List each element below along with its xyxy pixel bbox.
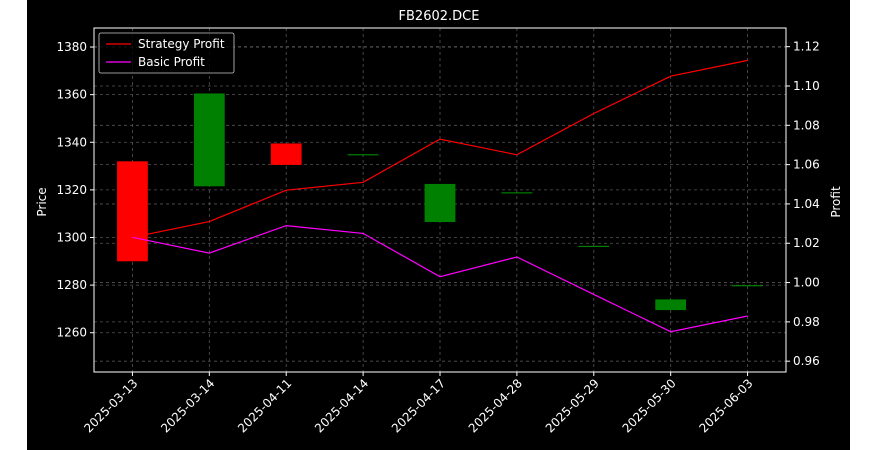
x-tick-label: 2025-05-30 (620, 376, 679, 435)
x-tick-label: 2025-04-17 (389, 376, 448, 435)
y-right-tick-label: 1.08 (793, 118, 820, 132)
x-tick-label: 2025-03-13 (81, 376, 140, 435)
x-axis: 2025-03-13 2025-03-14 2025-04-11 2025-04-14… (81, 372, 756, 435)
candle-2025-04-28 (501, 192, 533, 194)
y-axis-left: 1260 1280 1300 1320 1340 1360 1380 (56, 40, 94, 340)
y-right-tick-label: 1.04 (793, 197, 820, 211)
series-line-strategy-profit (132, 59, 748, 238)
y-left-tick-label: 1260 (56, 326, 87, 340)
y-right-tick-label: 0.98 (793, 315, 820, 329)
candle-2025-04-14 (347, 154, 379, 156)
x-tick-label: 2025-04-11 (235, 376, 294, 435)
candles (117, 93, 763, 311)
candle-2025-03-14 (193, 93, 225, 187)
chart-svg: FB2602.DCE Price Profit 1260 1280 1300 1320… (35, 9, 843, 435)
y-left-tick-label: 1360 (56, 88, 87, 102)
chart-figure: FB2602.DCE Price Profit 1260 1280 1300 1320… (27, 0, 850, 450)
y-left-tick-label: 1380 (56, 40, 87, 54)
y-left-tick-label: 1320 (56, 183, 87, 197)
candle-2025-05-30 (655, 299, 687, 311)
chart-title: FB2602.DCE (399, 9, 480, 24)
y-axis-right: 0.96 0.98 1.00 1.02 1.04 1.06 1.08 1.10 1.12 (786, 40, 820, 368)
legend-label-basic-profit: Basic Profit (138, 55, 205, 69)
x-tick-label: 2025-03-14 (158, 376, 217, 435)
legend-label-strategy-profit: Strategy Profit (138, 37, 225, 51)
legend: Strategy Profit Basic Profit (98, 32, 235, 74)
candle-2025-04-11 (270, 143, 302, 165)
x-tick-label: 2025-04-28 (466, 376, 525, 435)
candle-2025-03-13 (117, 161, 148, 262)
y-axis-left-label: Price (35, 187, 49, 216)
y-left-tick-label: 1340 (56, 135, 87, 149)
y-axis-right-label: Profit (829, 186, 843, 218)
series-line-basic-profit (132, 224, 748, 333)
candle-2025-06-03 (732, 285, 763, 287)
profit-lines (132, 59, 748, 333)
legend-box (98, 32, 235, 74)
y-right-tick-label: 1.06 (793, 158, 820, 172)
candle-2025-05-29 (578, 245, 610, 248)
y-left-tick-label: 1280 (56, 278, 87, 292)
y-right-tick-label: 1.02 (793, 236, 820, 250)
y-right-tick-label: 1.00 (793, 276, 820, 290)
y-right-tick-label: 1.10 (793, 79, 820, 93)
y-right-tick-label: 0.96 (793, 354, 820, 368)
x-tick-label: 2025-05-29 (543, 376, 602, 435)
y-right-tick-label: 1.12 (793, 40, 820, 54)
x-tick-label: 2025-06-03 (696, 376, 755, 435)
candle-2025-04-17 (424, 183, 456, 223)
y-left-tick-label: 1300 (56, 230, 87, 244)
x-tick-label: 2025-04-14 (312, 376, 371, 435)
